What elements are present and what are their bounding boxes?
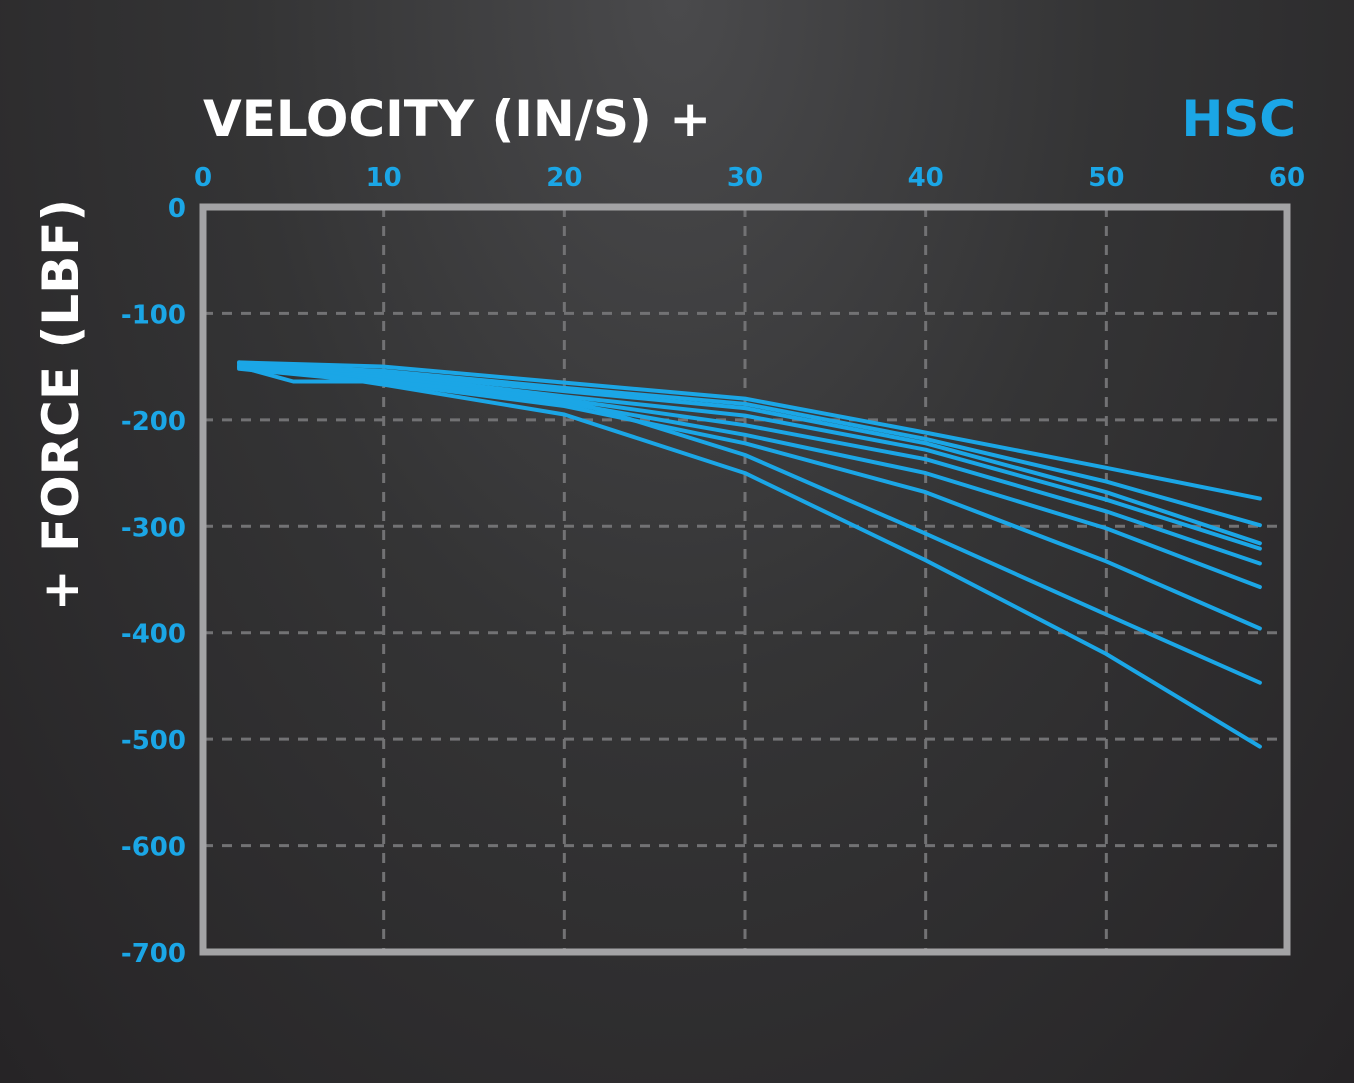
- series-lines: [237, 360, 1262, 749]
- y-tick-label: -500: [121, 726, 186, 756]
- x-tick-label: 10: [366, 163, 402, 193]
- series-line-2: [237, 362, 1262, 528]
- y-tick-label: -200: [121, 407, 186, 437]
- y-tick-labels: 0 -100 -200 -300 -400 -500 -600 -700: [121, 194, 186, 969]
- series-line-5: [237, 364, 1262, 566]
- x-tick-label: 50: [1088, 163, 1124, 193]
- x-tick-label: 20: [546, 163, 582, 193]
- y-tick-label: -600: [121, 833, 186, 863]
- x-tick-labels: 0 10 20 30 40 50 60: [194, 163, 1305, 193]
- y-tick-label: -400: [121, 620, 186, 650]
- x-axis-title: VELOCITY (IN/S) +: [203, 90, 711, 148]
- x-tick-label: 60: [1269, 163, 1305, 193]
- series-line-3: [237, 361, 1262, 546]
- x-tick-label: 40: [908, 163, 944, 193]
- x-tick-label: 0: [194, 163, 212, 193]
- y-tick-label: -100: [121, 300, 186, 330]
- y-tick-label: 0: [168, 194, 186, 224]
- y-axis-title: + FORCE (LBF): [32, 199, 90, 612]
- series-line-8: [237, 364, 1262, 685]
- y-tick-label: -300: [121, 513, 186, 543]
- y-tick-label: -700: [121, 939, 186, 969]
- chart-title: HSC: [1181, 90, 1296, 148]
- series-line-9: [237, 360, 1262, 749]
- plot-frame: [199, 203, 1291, 956]
- grid-lines: [203, 207, 1287, 952]
- x-tick-label: 30: [727, 163, 763, 193]
- series-line-4: [237, 363, 1262, 551]
- series-line-1: [237, 360, 1262, 501]
